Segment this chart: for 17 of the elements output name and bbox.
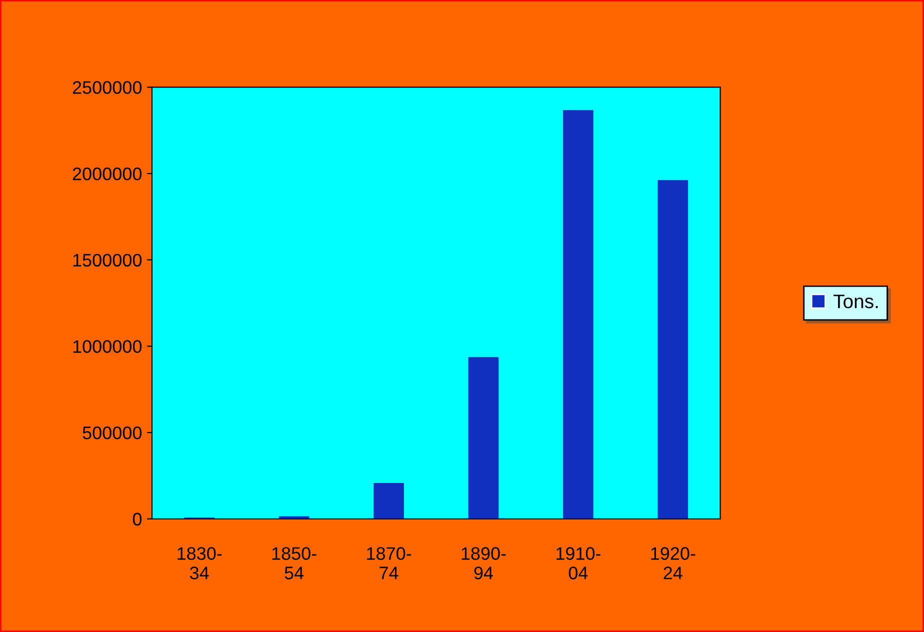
x-tick-label: 1890- 94 — [462, 547, 506, 580]
bar — [658, 180, 688, 519]
x-tick-label: 1920- 24 — [651, 547, 696, 580]
y-tick-label: 500000 — [82, 426, 142, 440]
y-tick-label: 1500000 — [73, 254, 142, 267]
y-tick-label: 1000000 — [73, 340, 142, 353]
y-tick-label: 0 — [132, 512, 142, 526]
x-tick-label: 1910- 04 — [556, 547, 600, 580]
y-tick-label: 2500000 — [72, 81, 142, 94]
legend-label: Tons. — [833, 294, 878, 308]
bar — [374, 482, 404, 519]
x-tick-label: 1850- 54 — [272, 547, 316, 580]
bar — [563, 110, 594, 519]
x-tick-label: 1870- 74 — [367, 547, 412, 580]
bar — [468, 357, 499, 519]
x-tick-label: 1830- 34 — [178, 547, 222, 580]
y-tick-label: 2000000 — [72, 167, 142, 180]
